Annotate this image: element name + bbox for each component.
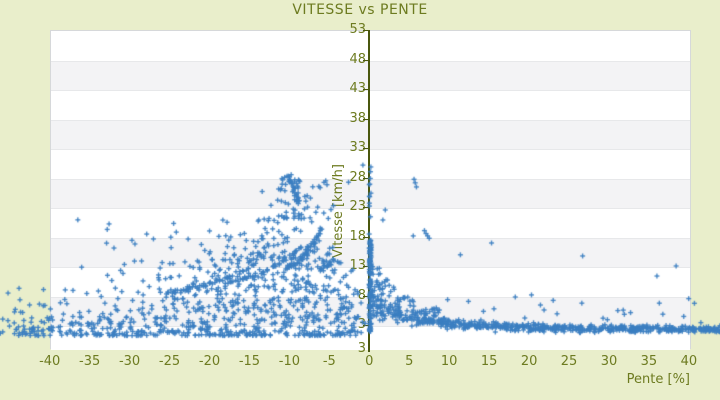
grid-band [51, 178, 690, 208]
x-tick-label: -5 [322, 354, 336, 369]
x-tick-label: 15 [480, 354, 498, 369]
y-tick-label: 43 [349, 81, 366, 96]
grid-band [51, 149, 690, 179]
gridline [51, 267, 690, 268]
y-tick-mark [363, 295, 368, 297]
grid-band [51, 31, 690, 61]
y-tick-mark [363, 266, 368, 267]
y-tick-label: 3 [357, 341, 366, 356]
y-tick-mark [363, 325, 368, 326]
x-tick-label: -30 [118, 354, 141, 369]
y-axis-title: Vitesse [km/h] [331, 164, 346, 258]
x-tick-label: 5 [405, 354, 414, 369]
y-tick-label: 38 [349, 110, 366, 126]
gridline [51, 208, 690, 209]
gridline [51, 90, 690, 91]
x-tick-label: 0 [365, 354, 374, 369]
x-tick-label: -40 [39, 354, 61, 369]
grid-band [51, 296, 690, 326]
grid-band [51, 326, 690, 350]
x-axis-title: Pente [%] [626, 372, 690, 387]
x-tick-label: -20 [198, 354, 221, 369]
x-tick-label: -25 [158, 354, 181, 369]
y-tick-mark [363, 236, 368, 238]
y-tick-label: 48 [349, 51, 366, 67]
y-tick-mark [363, 148, 368, 149]
y-tick-mark [363, 30, 368, 31]
gridline [51, 296, 690, 298]
x-tick-label: 25 [560, 354, 578, 369]
gridline [51, 237, 690, 239]
x-tick-label: 30 [600, 354, 618, 369]
grid-band [51, 119, 690, 149]
y-tick-mark [363, 118, 368, 120]
x-tick-label: -15 [238, 354, 261, 369]
gridline [51, 178, 690, 180]
grid-band [51, 208, 690, 238]
x-tick-label: 10 [440, 354, 458, 369]
grid-band [51, 60, 690, 90]
y-tick-mark [363, 177, 368, 179]
chart-title: VITESSE vs PENTE [292, 2, 428, 18]
gridline [51, 326, 690, 327]
y-tick-mark [363, 59, 368, 61]
x-tick-label: 35 [640, 354, 658, 369]
x-tick-label: -10 [278, 354, 300, 369]
y-tick-label: 3 [357, 317, 366, 332]
x-tick-label: 40 [680, 354, 698, 369]
grid-band [51, 90, 690, 120]
y-tick-mark [363, 89, 368, 90]
x-tick-label: -35 [79, 354, 101, 369]
gridline [51, 60, 690, 62]
grid-band [51, 237, 690, 267]
y-tick-label: 53 [349, 22, 366, 37]
grid-band [51, 267, 690, 297]
plot-area [50, 30, 691, 350]
gridline [51, 119, 690, 121]
y-tick-label: 8 [357, 287, 366, 303]
gridline [51, 149, 690, 150]
x-tick-label: 20 [520, 354, 538, 369]
y-axis-line [368, 30, 370, 352]
y-tick-mark [363, 207, 368, 208]
